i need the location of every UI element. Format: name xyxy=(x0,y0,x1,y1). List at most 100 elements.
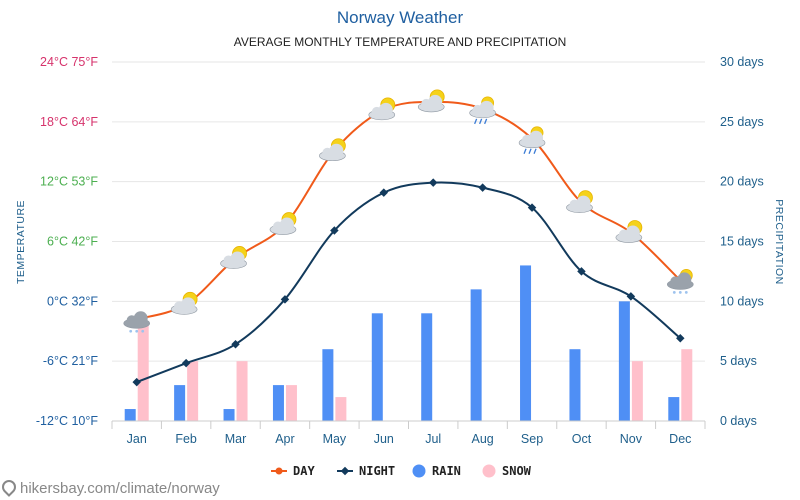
precipitation-tick-label: 30 days xyxy=(720,55,764,69)
temperature-tick-label: 18°C 64°F xyxy=(40,115,98,129)
night-temperature-point xyxy=(132,377,141,387)
snow-bar xyxy=(631,361,643,421)
precipitation-tick-label: 25 days xyxy=(720,115,764,129)
cloud-shape-puff xyxy=(378,102,393,117)
snowflake xyxy=(141,329,145,333)
night-temperature-point xyxy=(280,295,290,304)
legend-label: NIGHT xyxy=(359,464,395,478)
legend: DAY NIGHT RAIN SNOW xyxy=(271,464,532,478)
footer-link[interactable]: hikersbay.com/climate/norway xyxy=(0,477,220,497)
night-temperature-point xyxy=(478,183,487,192)
month-label: May xyxy=(323,432,347,446)
temperature-tick-label: -12°C 10°F xyxy=(36,414,98,428)
rain-bar xyxy=(520,265,532,421)
night-temperature-line xyxy=(136,181,681,384)
month-label: Jan xyxy=(127,432,147,446)
temperature-tick-label: 6°C 42°F xyxy=(47,235,98,249)
rain-bar xyxy=(569,349,581,421)
snow-bar xyxy=(137,325,149,421)
temperature-tick-label: 12°C 53°F xyxy=(40,175,98,189)
raindrop xyxy=(474,118,478,125)
rain-bar xyxy=(174,385,186,421)
temperature-tick-label: 24°C 75°F xyxy=(40,55,98,69)
snowflake xyxy=(678,290,682,294)
snowflake xyxy=(672,290,676,294)
month-label: Aug xyxy=(472,432,494,446)
rain-bar xyxy=(322,349,334,421)
location-pin-icon xyxy=(0,477,19,497)
night-temperature-point xyxy=(626,292,636,301)
night-temperature-point xyxy=(181,358,191,368)
legend-label: RAIN xyxy=(432,464,461,478)
month-label: Dec xyxy=(669,432,691,446)
chart-title: Norway Weather xyxy=(337,8,464,27)
footer-text: hikersbay.com/climate/norway xyxy=(20,480,220,497)
night-temperature-point xyxy=(330,226,339,235)
rain-legend-marker xyxy=(412,464,426,478)
snowflake xyxy=(129,329,133,333)
month-label: Jul xyxy=(425,432,441,446)
rain-bar xyxy=(668,397,680,421)
left-axis-label: TEMPERATURE xyxy=(15,200,27,284)
partly-cloudy-icon xyxy=(269,212,297,235)
cloud-shape-puff xyxy=(677,272,692,287)
night-temperature-point xyxy=(379,188,389,197)
raindrop xyxy=(528,148,532,155)
night-legend-marker xyxy=(340,466,350,476)
right-axis-label: PRECIPITATION xyxy=(773,199,785,284)
precipitation-axis: 0 days 5 days 10 days 15 days 20 days 25 days… xyxy=(720,55,764,428)
night-temperature-point xyxy=(428,178,438,187)
cloud-shape-puff xyxy=(576,195,591,210)
partly-cloudy-icon xyxy=(417,89,445,113)
legend-item-day: DAY xyxy=(271,464,315,478)
temperature-tick-label: -6°C 21°F xyxy=(43,354,99,368)
cloud-shape-puff xyxy=(428,94,443,109)
partly-cloudy-icon xyxy=(170,291,198,315)
weather-icons xyxy=(123,89,694,333)
rain-cloud-icon xyxy=(469,96,496,125)
raindrop xyxy=(533,148,537,155)
partly-cloudy-icon xyxy=(368,97,396,121)
cloud-shape-puff xyxy=(625,225,640,240)
precipitation-tick-label: 0 days xyxy=(720,414,757,428)
snow-bar xyxy=(285,385,297,421)
grid-lines xyxy=(112,61,705,422)
month-label: Jun xyxy=(374,432,394,446)
month-label: Mar xyxy=(225,432,247,446)
temperature-axis: -12°C 10°F -6°C 21°F 0°C 32°F 6°C 42°F 12°C … xyxy=(36,55,98,428)
snow-bar xyxy=(335,397,347,421)
cloud-shape-puff xyxy=(529,130,544,145)
night-temperature-point xyxy=(577,267,586,276)
rain-cloud-icon xyxy=(518,126,546,155)
raindrop xyxy=(523,148,527,155)
month-label: Nov xyxy=(620,432,643,446)
temperature-lines xyxy=(132,100,685,387)
rain-bar xyxy=(124,409,136,421)
snow-cloud-icon xyxy=(666,268,694,294)
cloud-shape-puff xyxy=(479,100,494,115)
month-label: Feb xyxy=(175,432,197,446)
rain-bar xyxy=(223,409,235,421)
raindrop xyxy=(484,118,488,125)
partly-cloudy-icon xyxy=(615,220,643,243)
day-temperature-line xyxy=(136,100,681,321)
rain-bar xyxy=(371,313,383,421)
legend-item-snow: SNOW xyxy=(482,464,532,478)
precipitation-tick-label: 10 days xyxy=(720,294,764,308)
day-legend-marker xyxy=(275,467,283,475)
precipitation-tick-label: 20 days xyxy=(720,175,764,189)
partly-cloudy-icon xyxy=(220,246,247,269)
cloud-shape-puff xyxy=(279,217,294,232)
snow-bar xyxy=(236,361,248,421)
legend-label: SNOW xyxy=(502,464,532,478)
snowflake xyxy=(684,290,688,294)
night-temperature-point xyxy=(231,339,240,349)
rain-bar xyxy=(272,385,284,421)
precipitation-tick-label: 15 days xyxy=(720,235,764,249)
snow-legend-marker xyxy=(482,464,496,478)
raindrop xyxy=(479,118,483,125)
snow-cloud-icon xyxy=(123,311,151,333)
partly-cloudy-icon xyxy=(566,190,593,213)
snow-bar xyxy=(681,349,693,421)
